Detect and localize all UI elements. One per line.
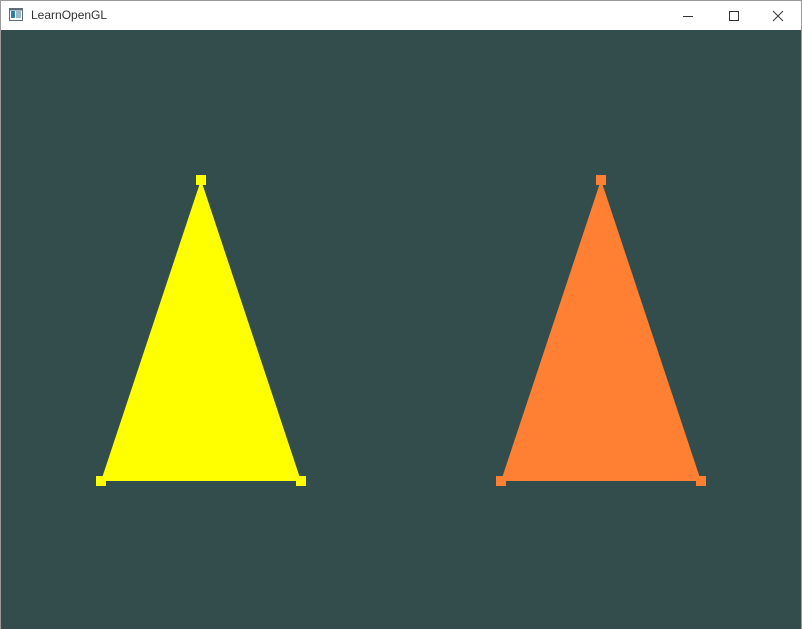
yellow-vertex-right: [296, 476, 306, 486]
close-icon: [772, 10, 784, 21]
opengl-app-icon: [9, 8, 23, 21]
orange-vertex-left: [496, 476, 506, 486]
window-title: LearnOpenGL: [31, 8, 108, 22]
yellow-triangle: [96, 175, 306, 486]
minimize-button[interactable]: [665, 1, 711, 30]
orange-vertex-top: [596, 175, 606, 185]
yellow-triangle-fill: [101, 180, 301, 481]
maximize-icon: [729, 10, 739, 21]
maximize-button[interactable]: [711, 1, 757, 30]
opengl-viewport: [1, 30, 801, 629]
orange-triangle-fill: [501, 180, 701, 481]
close-button[interactable]: [755, 1, 801, 30]
minimize-icon: [683, 15, 693, 17]
title-bar[interactable]: LearnOpenGL: [1, 1, 801, 30]
orange-triangle: [496, 175, 706, 486]
yellow-vertex-left: [96, 476, 106, 486]
orange-vertex-right: [696, 476, 706, 486]
yellow-vertex-top: [196, 175, 206, 185]
render-surface: [96, 175, 706, 486]
